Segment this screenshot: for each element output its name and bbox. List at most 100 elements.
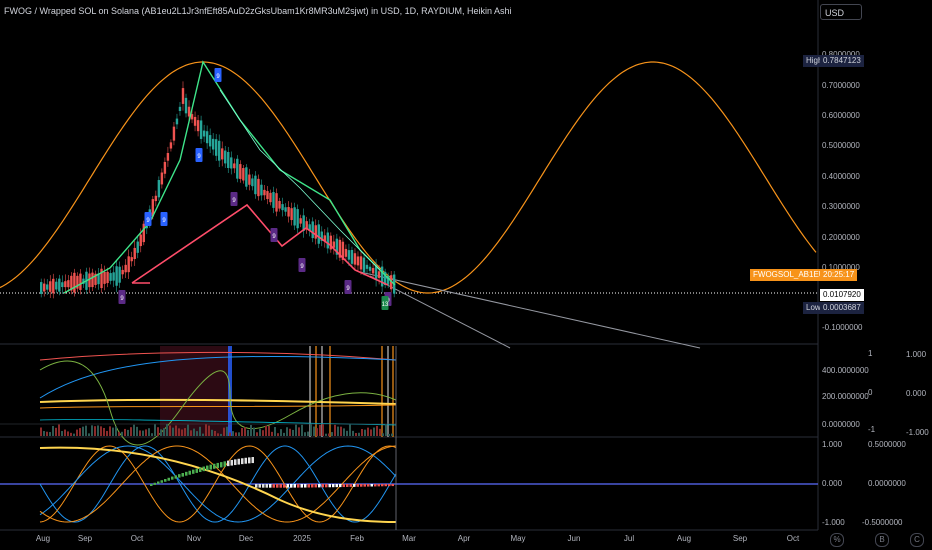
candle-body bbox=[82, 278, 85, 284]
signal-label bbox=[270, 228, 278, 242]
oscillator-bar bbox=[150, 484, 153, 486]
signal-label-text: 9 bbox=[120, 296, 124, 302]
percent-scale-button[interactable]: % bbox=[830, 533, 844, 547]
volume-bar bbox=[58, 424, 60, 436]
volume-bar bbox=[142, 430, 144, 436]
volume-bar bbox=[184, 428, 186, 436]
volume-bar bbox=[61, 431, 63, 436]
candle-body bbox=[251, 178, 254, 187]
volume-bar bbox=[250, 425, 252, 436]
volume-bar bbox=[214, 430, 216, 436]
high-value-tag: 0.7847123 bbox=[820, 55, 864, 67]
volume-bar bbox=[301, 424, 303, 436]
signal-label bbox=[230, 192, 238, 206]
volume-bar bbox=[190, 430, 192, 436]
oscillator-bar bbox=[363, 484, 366, 487]
signal-label bbox=[195, 148, 203, 162]
volume-bar bbox=[130, 427, 132, 436]
signal-label bbox=[144, 212, 152, 226]
volume-bar bbox=[154, 424, 156, 436]
oscillator-bar bbox=[262, 484, 265, 488]
oscillator-bar bbox=[314, 484, 317, 488]
candle-body bbox=[139, 234, 142, 247]
volume-bar bbox=[337, 426, 339, 436]
candle-body bbox=[196, 120, 200, 132]
candle-body bbox=[356, 256, 360, 266]
volume-bar bbox=[232, 431, 234, 436]
candle-body bbox=[329, 235, 333, 250]
volume-bar bbox=[298, 427, 300, 436]
volume-bar bbox=[202, 433, 204, 436]
volume-bar bbox=[274, 427, 276, 436]
pane2-tick: -1.000 bbox=[906, 428, 929, 437]
candle-body bbox=[199, 120, 203, 139]
candle-body bbox=[109, 273, 112, 281]
candle-body bbox=[118, 266, 121, 283]
volume-bar bbox=[319, 424, 321, 436]
indicator-line bbox=[39, 404, 397, 409]
volume-bar bbox=[310, 424, 312, 436]
candle-body bbox=[40, 282, 43, 294]
candle-body bbox=[121, 269, 124, 275]
indicator-line bbox=[39, 398, 397, 405]
currency-selector[interactable]: USD bbox=[820, 4, 862, 20]
candle-body bbox=[227, 151, 230, 168]
oscillator-wave bbox=[39, 445, 397, 523]
oscillator-bar bbox=[209, 464, 212, 470]
time-tick: Sep bbox=[732, 534, 748, 543]
candle-body bbox=[260, 184, 263, 196]
candle-body bbox=[76, 275, 79, 289]
time-tick: Dec bbox=[238, 534, 254, 543]
volume-bar bbox=[85, 425, 87, 436]
candle-body bbox=[154, 195, 158, 202]
signal-label bbox=[214, 68, 222, 82]
candle-body bbox=[115, 266, 118, 286]
oscillator-bar bbox=[353, 484, 356, 487]
signal-label-text: 9 bbox=[232, 198, 236, 204]
candle-body bbox=[386, 275, 390, 285]
volume-bar bbox=[286, 427, 288, 436]
signal-label-text: 13 bbox=[382, 302, 389, 308]
candle-body bbox=[383, 271, 387, 286]
oscillator-bar bbox=[258, 484, 261, 488]
volume-bar bbox=[55, 427, 57, 436]
countdown-tag: 20:25:17 bbox=[820, 269, 858, 281]
auto-scale-button[interactable]: B bbox=[875, 533, 889, 547]
log-scale-button[interactable]: C bbox=[910, 533, 924, 547]
oscillator-bar bbox=[377, 484, 380, 487]
time-tick: May bbox=[510, 534, 526, 543]
oscillator-bar bbox=[276, 484, 279, 488]
oscillator-bar bbox=[248, 457, 251, 464]
oscillator-bar bbox=[227, 460, 230, 467]
volume-bar bbox=[79, 428, 81, 436]
candle-body bbox=[380, 266, 384, 287]
oscillator-bar bbox=[290, 484, 293, 488]
price-tick: 0.3000000 bbox=[822, 202, 860, 211]
time-tick: Apr bbox=[457, 534, 471, 543]
upper-band bbox=[63, 60, 396, 294]
signal-label bbox=[344, 280, 352, 294]
oscillator-bar bbox=[164, 479, 167, 482]
candle-body bbox=[284, 207, 287, 212]
volume-bar bbox=[295, 424, 297, 436]
volume-bar bbox=[379, 428, 381, 436]
oscillator-bar bbox=[195, 468, 198, 473]
oscillator-bar bbox=[234, 459, 237, 466]
volume-bar bbox=[100, 426, 102, 436]
volume-bar bbox=[367, 427, 369, 436]
oscillator-bar bbox=[237, 458, 240, 465]
oscillator-bar bbox=[332, 484, 335, 488]
oscillator-bar bbox=[199, 467, 202, 473]
candle-body bbox=[64, 281, 67, 288]
candle-body bbox=[344, 248, 348, 257]
volume-bar bbox=[112, 427, 114, 436]
oscillator-bar bbox=[167, 477, 170, 481]
oscillator-bar bbox=[328, 484, 331, 488]
volume-bar bbox=[391, 433, 393, 436]
candle-body bbox=[49, 281, 52, 292]
volume-bar bbox=[229, 432, 231, 436]
candle-body bbox=[347, 250, 351, 260]
oscillator-bar bbox=[220, 462, 223, 468]
